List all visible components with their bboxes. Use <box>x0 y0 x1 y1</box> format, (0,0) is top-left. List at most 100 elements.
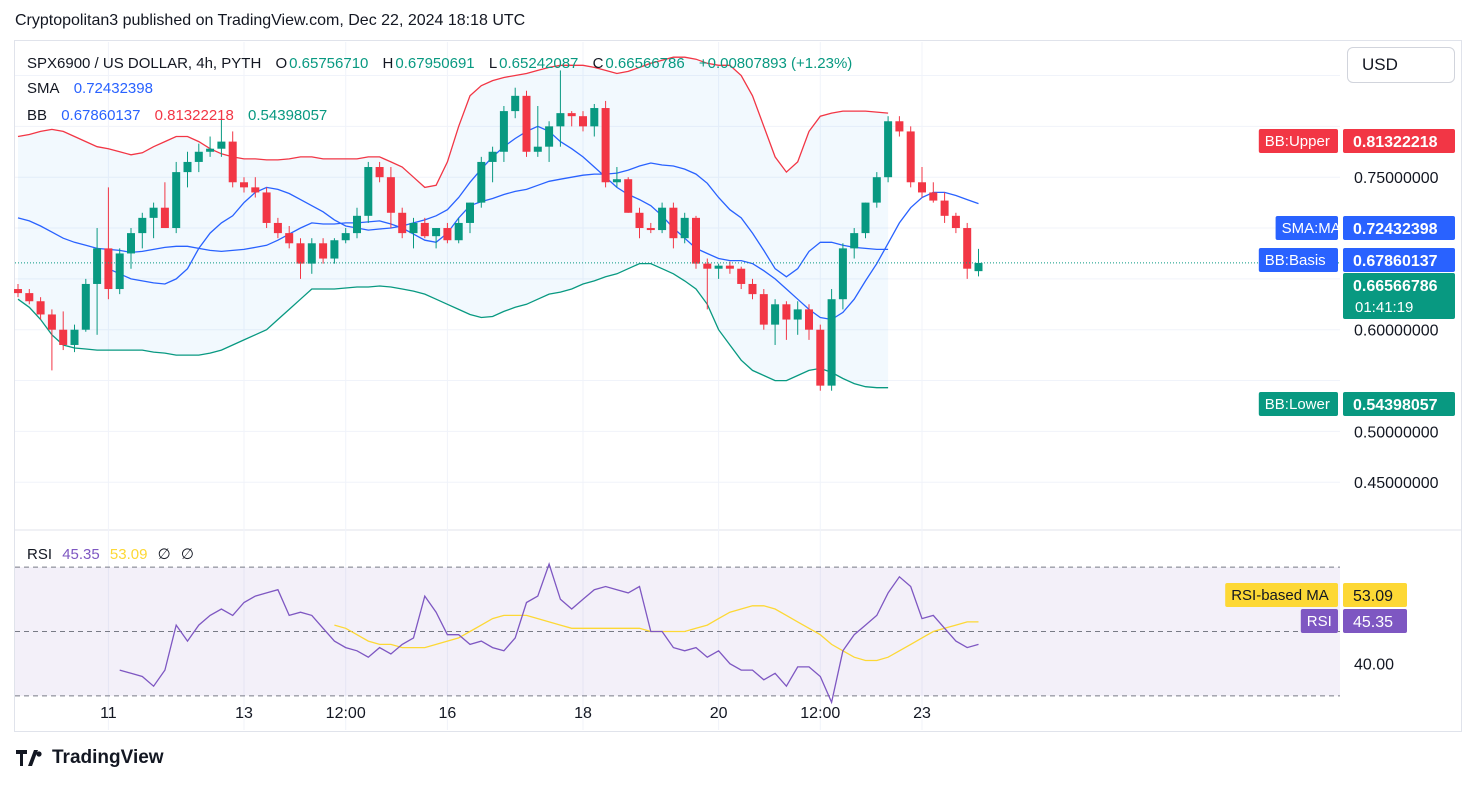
bb-upper-axis-bg <box>1343 129 1455 153</box>
candle <box>579 111 587 132</box>
bb-basis-line <box>17 162 889 278</box>
candle <box>285 225 294 249</box>
candle-body <box>307 243 316 264</box>
candle <box>940 192 949 223</box>
candle-body <box>556 113 565 127</box>
candle <box>477 156 486 208</box>
sma-tag: SMA:MA <box>1275 216 1341 240</box>
candle <box>319 238 328 264</box>
candle <box>635 207 644 239</box>
candle <box>703 258 712 310</box>
candle-body <box>612 179 621 183</box>
candle <box>160 182 169 229</box>
candle-body <box>251 187 260 193</box>
candle-body <box>477 161 486 203</box>
rsi-current-axis-bg <box>1343 609 1407 633</box>
bb-basis-tag-label: BB:Basis <box>1265 252 1326 269</box>
bb-lower-tag-bg <box>1258 392 1338 416</box>
tradingview-logo-icon <box>16 750 42 766</box>
candle <box>172 161 181 234</box>
candle <box>612 167 621 188</box>
rsi-ma-tag-label: RSI-based MA <box>1231 587 1329 604</box>
time-tick-label: 20 <box>710 705 728 722</box>
bb-basis-axis-bg <box>1343 248 1455 272</box>
candle-body <box>951 215 960 229</box>
candle <box>499 106 508 162</box>
candle <box>759 289 768 330</box>
rsi-legend[interactable]: RSI 45.35 53.09 ∅ ∅ <box>27 545 194 563</box>
low-value: 0.65242087 <box>499 55 579 72</box>
candle <box>47 309 56 371</box>
candle-body <box>70 329 79 345</box>
rsi-null-1: ∅ <box>157 546 171 563</box>
candle-body <box>499 111 508 152</box>
candle-body <box>296 243 305 264</box>
candle-body <box>36 301 45 315</box>
candle-body <box>759 294 768 325</box>
bb-lower-tag-label: BB:Lower <box>1265 396 1330 413</box>
symbol-legend: SPX6900 / US DOLLAR, 4h, PYTH O 0.6575671… <box>27 55 854 72</box>
candle-body <box>714 265 723 269</box>
candle-body <box>398 212 407 234</box>
candle <box>669 202 678 249</box>
rsi-current-tag: RSI 45.35 <box>1300 609 1407 633</box>
footer-brand[interactable]: TradingView <box>16 747 164 769</box>
currency-button[interactable]: USD <box>1347 47 1455 83</box>
candle-body <box>194 151 203 162</box>
bb-lower-tag: BB:Lower <box>1258 392 1338 416</box>
bb-upper-axis-value: 0.81322218 <box>1353 134 1438 151</box>
candle <box>398 207 407 239</box>
bb-basis-tag: BB:Basis <box>1258 248 1338 272</box>
candle <box>420 217 429 239</box>
candle <box>330 238 339 264</box>
sma-tag-label: SMA:MA <box>1282 220 1341 237</box>
open-value: 0.65756710 <box>289 55 369 72</box>
candle <box>646 222 655 234</box>
candle-body <box>680 217 689 239</box>
bb-basis-tag-bg <box>1258 248 1338 272</box>
candle-body <box>703 263 712 269</box>
price-tick-label: 0.45000000 <box>1354 475 1439 492</box>
rsi-ma-tag-bg <box>1225 583 1338 607</box>
candle-body <box>918 182 926 193</box>
candle-body <box>511 95 520 112</box>
candle-body <box>692 217 700 264</box>
rsi-ma-tag: RSI-based MA 53.09 <box>1225 583 1407 607</box>
candle-body <box>567 113 576 117</box>
candle-body <box>273 222 282 234</box>
high-label: H <box>382 55 394 72</box>
rsi-current-tag-label: RSI <box>1307 613 1332 630</box>
bb-upper-tag-bg <box>1258 129 1338 153</box>
bb-lower-axis-label: 0.54398057 <box>1343 392 1455 416</box>
candle <box>194 143 203 173</box>
candle <box>872 172 881 208</box>
brand-name: TradingView <box>52 747 164 768</box>
candle <box>14 283 22 298</box>
candle <box>624 177 633 213</box>
candle-body <box>59 329 68 345</box>
candle <box>793 301 802 335</box>
change-value: +0.00807893 (+1.23%) <box>698 55 853 72</box>
candle <box>906 126 915 188</box>
candle <box>240 177 248 193</box>
candle <box>963 222 972 279</box>
candle-body <box>725 265 734 269</box>
candle-body <box>375 167 384 178</box>
bb-basis-axis-value: 0.67860137 <box>1353 253 1438 270</box>
sma-legend[interactable]: SMA 0.72432398 <box>27 80 155 97</box>
candle-body <box>533 146 542 152</box>
candle-body <box>14 289 22 294</box>
candle <box>183 151 192 188</box>
candle <box>149 202 158 239</box>
candle <box>70 324 79 353</box>
bb-basis-axis-label: 0.67860137 <box>1343 248 1455 272</box>
symbol-name[interactable]: SPX6900 / US DOLLAR, 4h, PYTH <box>27 55 262 72</box>
bb-legend[interactable]: BB 0.67860137 0.81322218 0.54398057 <box>27 107 329 124</box>
chart-frame <box>14 40 1462 732</box>
sma-axis-bg <box>1343 216 1455 240</box>
candle <box>375 161 384 183</box>
sma-axis-label: 0.72432398 <box>1343 216 1455 240</box>
candle-body <box>545 126 554 147</box>
sma-tag-bg <box>1275 216 1338 240</box>
